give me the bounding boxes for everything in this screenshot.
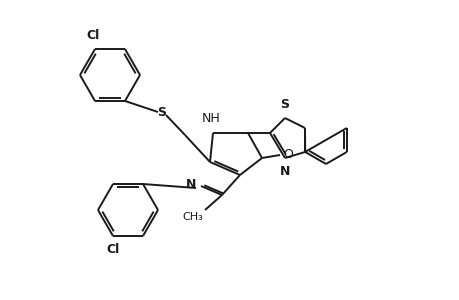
Text: Cl: Cl: [106, 243, 119, 256]
Text: Cl: Cl: [86, 29, 100, 42]
Text: CH₃: CH₃: [182, 212, 202, 222]
Text: S: S: [280, 98, 289, 111]
Text: N: N: [185, 178, 196, 190]
Text: S: S: [157, 106, 166, 118]
Text: O: O: [282, 148, 292, 161]
Text: NH: NH: [201, 112, 220, 125]
Text: N: N: [279, 165, 290, 178]
